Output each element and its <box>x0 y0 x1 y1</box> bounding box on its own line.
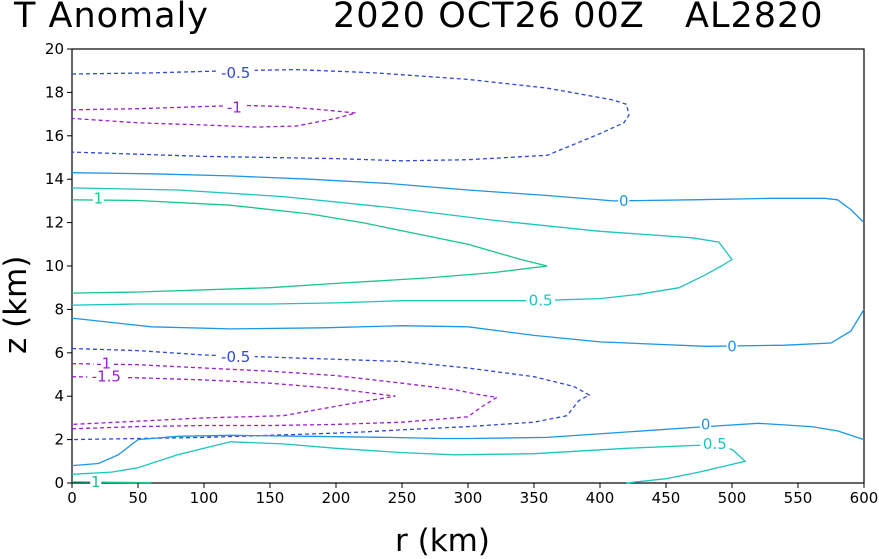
contour-line <box>71 187 733 306</box>
x-tick-label: 0 <box>67 489 77 507</box>
y-tick-label: 14 <box>45 170 64 188</box>
x-tick-label: 200 <box>322 489 351 507</box>
contour-line <box>71 481 152 484</box>
y-tick-label: 2 <box>54 431 64 449</box>
x-tick-label: 250 <box>388 489 417 507</box>
contour-label-bg <box>700 416 712 433</box>
contour-line <box>71 347 591 441</box>
y-tick-label: 16 <box>45 127 64 145</box>
contour-label: -0.5 <box>221 348 250 366</box>
contour-label-bg <box>726 338 738 355</box>
x-tick-label: 400 <box>586 489 615 507</box>
x-tick-label: 300 <box>454 489 483 507</box>
contour-label: 0 <box>619 192 629 210</box>
contour-label: -1.5 <box>92 368 121 386</box>
y-tick-label: 10 <box>45 257 64 275</box>
contour-label-bg <box>87 368 126 385</box>
x-tick-label: 600 <box>850 489 879 507</box>
contour-label: -1 <box>227 99 242 117</box>
y-tick-label: 4 <box>54 387 64 405</box>
contour-label: -1 <box>96 355 111 373</box>
chart-storm-id: AL2820 <box>685 0 824 36</box>
y-tick-label: 6 <box>54 344 64 362</box>
contour-line <box>71 376 396 426</box>
x-tick-label: 550 <box>784 489 813 507</box>
contour-label: 0.5 <box>529 292 553 310</box>
contour-label-bg <box>526 292 556 309</box>
x-tick-label: 450 <box>652 489 681 507</box>
contour-label: 1 <box>91 473 101 491</box>
chart-datetime: 2020 OCT26 00Z <box>333 0 645 36</box>
y-tick-label: 18 <box>45 83 64 101</box>
chart-title: T Anomaly <box>14 0 210 36</box>
contour-label: 0 <box>727 337 737 355</box>
contour-line <box>71 309 865 347</box>
contour-label-bg <box>224 99 245 116</box>
x-tick-label: 150 <box>256 489 285 507</box>
contour-label-bg <box>92 190 104 207</box>
contour-line <box>71 199 548 294</box>
contour-line <box>71 422 865 467</box>
y-tick-label: 12 <box>45 214 64 232</box>
plot-frame <box>71 48 865 484</box>
y-tick-label: 20 <box>45 40 64 58</box>
contour-label: 1 <box>94 190 104 208</box>
x-tick-label: 350 <box>520 489 549 507</box>
contour-line <box>71 362 499 430</box>
contour-line <box>71 441 747 484</box>
contour-label-bg <box>90 473 102 490</box>
y-tick-label: 8 <box>54 300 64 318</box>
contour-label-bg <box>216 64 255 81</box>
y-axis-label: z (km) <box>0 256 34 354</box>
contour-label: -0.5 <box>221 64 250 82</box>
x-tick-label: 100 <box>190 489 219 507</box>
tick-layer: 0 50 100 150 200 250 300 350 400 450 500 550 6000246… <box>45 40 878 507</box>
contour-label-bg <box>618 192 630 209</box>
contour-label: 0 <box>701 415 711 433</box>
contour-line <box>71 172 865 224</box>
contour-label-bg <box>216 349 255 366</box>
contour-line <box>71 104 356 128</box>
x-axis-label: r (km) <box>395 523 490 559</box>
x-tick-label: 500 <box>718 489 747 507</box>
x-tick-label: 50 <box>128 489 147 507</box>
contour-label-bg <box>93 355 114 372</box>
contour-label-bg <box>700 435 730 452</box>
contour-label: 0.5 <box>703 435 727 453</box>
y-tick-label: 0 <box>54 474 64 492</box>
contour-line <box>71 68 630 162</box>
